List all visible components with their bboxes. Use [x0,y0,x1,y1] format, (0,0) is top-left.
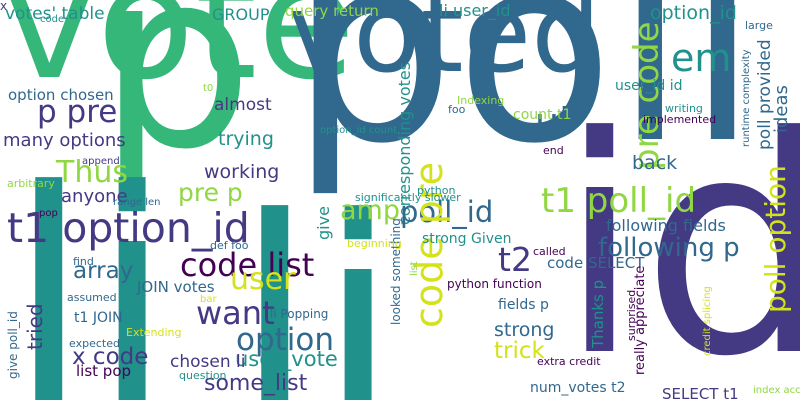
word: index access [753,385,800,396]
word: code [40,14,65,25]
word: expected [69,337,120,350]
word: SELECT t1 [662,385,739,400]
word: tried [23,303,47,350]
word: option [236,322,335,358]
word: pre p [178,178,243,207]
word: array [73,258,134,284]
word: runtime complexity [741,49,752,147]
word: code SELECT [547,254,645,272]
word: following fields [606,216,726,235]
word: find [73,255,94,268]
word: python [417,184,456,197]
word: li [233,155,400,400]
word: list pop [76,362,132,380]
word: extra credit [537,355,601,368]
word: t2 [498,240,532,279]
word: amp [340,195,400,226]
word: pre code [627,21,667,170]
word: code list [180,246,315,284]
word: credit splicing [702,286,713,356]
word: fields p [498,297,549,313]
word: t1 option_id [7,204,250,252]
word: t1 JOIN [74,310,123,326]
word: query return [285,2,379,20]
word: strong [494,319,555,341]
word: anyone [61,186,128,207]
word: foo [448,103,466,116]
word: want [196,294,275,332]
word: assumed [67,291,117,304]
word: writing [665,102,703,115]
word: p pre [37,94,118,130]
word: following p [598,233,740,263]
word: user_id id [615,78,683,94]
word: ideas [771,85,792,133]
word: looked something [389,218,403,325]
word: num_votes t2 [530,380,626,396]
word: votes' table [5,4,105,24]
word: poll_id [400,195,494,229]
word: arbitrary [7,177,55,190]
word: give poll_id [6,311,20,379]
word: significantly slower [355,191,461,204]
word: list [409,261,420,276]
word: option chosen [8,86,114,104]
word: end [543,144,564,157]
word: bar [200,294,217,305]
word: append [82,156,120,167]
word: python function [447,277,542,291]
word: Extending [126,326,182,339]
word: called [533,245,566,258]
word: beginning [347,237,402,250]
word: large [745,19,773,32]
word: id [558,73,800,400]
word: Thanks p [589,279,607,348]
word: poll [290,0,759,201]
word: li user_id [439,1,511,20]
word: t0 [203,83,214,94]
word: chosen li [170,352,246,372]
word: trying [218,128,274,150]
word: some_list [204,371,308,396]
word: many options [3,130,126,151]
word: strong Given [422,231,512,247]
word: option_id count [320,125,398,136]
word: user_vote [235,347,338,371]
word: x [0,0,8,13]
word: back [632,152,678,174]
word: x code [72,344,149,370]
word: t1 poll_id [541,181,697,221]
word: surprised [625,289,638,341]
word: def foo [210,239,249,252]
word: ul [535,100,570,144]
word: range len [113,197,161,208]
word: em [671,36,732,80]
word: p [98,0,254,203]
word: user [230,262,296,297]
word: working [204,161,280,183]
word: count t1 [513,107,572,123]
word: GROUP [212,5,270,24]
word: vote [2,0,356,115]
word: give [314,206,333,240]
word: implemented [643,113,717,126]
word: pop [39,208,58,219]
word: li [7,127,174,400]
word: question [179,369,227,382]
word: poll option [759,165,792,313]
word: option_id [650,2,737,24]
word: almost [214,95,272,115]
word: JOIN votes [137,278,215,296]
word: Thus [56,155,128,190]
word: trick [494,338,545,364]
word: li Popping [270,307,329,321]
word: voted [288,0,602,97]
word: Indexing [457,94,505,107]
